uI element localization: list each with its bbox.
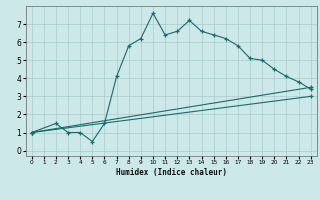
X-axis label: Humidex (Indice chaleur): Humidex (Indice chaleur) (116, 168, 227, 177)
